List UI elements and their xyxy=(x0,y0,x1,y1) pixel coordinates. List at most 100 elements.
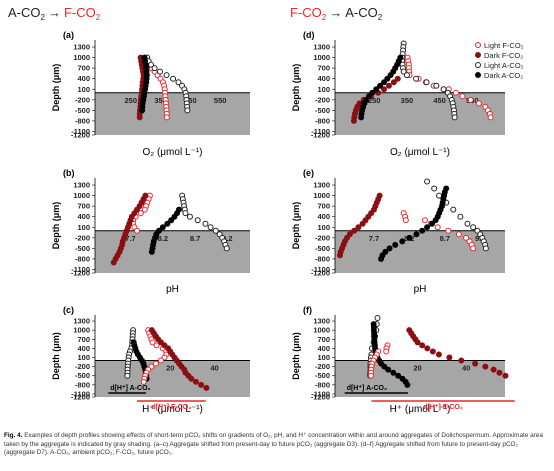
data-point xyxy=(399,238,406,245)
data-point xyxy=(149,339,156,346)
y-tick-label: 400 xyxy=(317,212,330,221)
data-point xyxy=(141,206,148,213)
data-point xyxy=(163,114,170,121)
data-point xyxy=(402,217,409,224)
data-point xyxy=(377,82,384,89)
y-tick-label: -1200 xyxy=(311,131,330,140)
figure-canvas: A-CO2 → F-CO2 F-CO2 → A-CO2 1300100070040010… xyxy=(8,5,524,415)
y-tick-label: 400 xyxy=(317,74,330,83)
data-point xyxy=(455,231,462,238)
data-point xyxy=(182,210,189,217)
y-axis-label: Depth (μm) xyxy=(51,332,61,380)
data-point xyxy=(163,72,170,79)
data-point xyxy=(336,252,343,259)
data-point xyxy=(381,363,388,370)
y-tick-label: -200 xyxy=(75,95,90,104)
y-tick-label: -1200 xyxy=(71,393,90,402)
aggregate-shading xyxy=(335,230,505,273)
series-dark-f xyxy=(148,327,210,391)
y-tick-label: -500 xyxy=(315,244,330,253)
data-point xyxy=(367,372,374,379)
y-tick-label: -1200 xyxy=(71,131,90,140)
panel-label: (b) xyxy=(63,168,75,178)
series-dark-f xyxy=(406,327,509,379)
data-point xyxy=(136,114,143,121)
data-point xyxy=(148,248,155,255)
data-point xyxy=(424,345,431,352)
data-point xyxy=(432,217,439,224)
data-point xyxy=(390,369,397,376)
x-axis-label: H⁺ (μmol L⁻¹) xyxy=(142,404,203,415)
legend-item: Dark A-CO₂ xyxy=(475,71,523,80)
data-point xyxy=(445,227,452,234)
x-axis-label: pH xyxy=(166,284,179,295)
y-tick-label: 1300 xyxy=(313,43,330,52)
legend-label: Dark F-CO₂ xyxy=(484,51,523,60)
data-point xyxy=(151,65,158,72)
data-point xyxy=(470,245,477,252)
series-light-a xyxy=(424,178,489,252)
data-point xyxy=(434,224,441,231)
y-tick-label: 1300 xyxy=(313,317,330,326)
data-point xyxy=(139,107,146,114)
y-tick-label: -800 xyxy=(315,254,330,263)
data-point xyxy=(124,372,131,379)
series-dark-a xyxy=(148,206,182,255)
data-point xyxy=(350,117,357,124)
data-point xyxy=(140,378,147,385)
data-point xyxy=(192,378,199,385)
data-point xyxy=(429,348,436,355)
y-tick-label: 1000 xyxy=(313,191,330,200)
data-point xyxy=(378,255,385,262)
y-axis-label: Depth (μm) xyxy=(291,202,301,250)
data-point xyxy=(355,224,362,231)
panel-label: (f) xyxy=(303,305,312,315)
data-point xyxy=(400,68,407,75)
data-point xyxy=(433,82,440,89)
y-tick-label: 1000 xyxy=(73,53,90,62)
series-dark-a xyxy=(370,321,411,388)
legend-marker xyxy=(475,42,481,48)
data-point xyxy=(482,245,489,252)
data-point xyxy=(164,220,171,227)
y-tick-label: 400 xyxy=(317,344,330,353)
data-point xyxy=(157,357,164,364)
data-point xyxy=(194,217,201,224)
data-point xyxy=(436,192,443,199)
y-tick-label: 700 xyxy=(77,202,90,211)
x-axis-label: O₂ (μmol L⁻¹) xyxy=(390,147,450,158)
y-tick-label: -200 xyxy=(75,362,90,371)
data-point xyxy=(373,86,380,93)
data-point xyxy=(198,381,205,388)
data-point xyxy=(463,234,470,241)
y-axis-label: Depth (μm) xyxy=(291,64,301,112)
data-point xyxy=(223,245,230,252)
dh-bars-c: d[H⁺] A-CO₂ d[H⁺] F-CO₂ xyxy=(108,385,206,411)
y-tick-label: 700 xyxy=(317,335,330,344)
data-point xyxy=(424,224,431,231)
data-point xyxy=(384,75,391,82)
data-point xyxy=(387,72,394,79)
y-tick-label: -200 xyxy=(315,95,330,104)
data-point xyxy=(423,79,430,86)
data-point xyxy=(358,114,365,121)
data-point xyxy=(464,220,471,227)
data-point xyxy=(404,381,411,388)
data-point xyxy=(159,224,166,231)
series-light-f xyxy=(400,210,477,252)
legend-marker xyxy=(475,72,481,78)
data-point xyxy=(419,227,426,234)
data-point xyxy=(385,82,392,89)
y-tick-label: -800 xyxy=(315,380,330,389)
data-point xyxy=(351,227,358,234)
x-axis-label: H⁺ (μmol L⁻¹) xyxy=(390,404,451,415)
data-point xyxy=(168,217,175,224)
y-tick-label: -800 xyxy=(75,380,90,389)
y-tick-label: 100 xyxy=(77,223,90,232)
data-point xyxy=(374,315,381,322)
y-tick-label: -200 xyxy=(315,233,330,242)
data-point xyxy=(413,75,420,82)
aggregate-shading xyxy=(335,360,505,397)
